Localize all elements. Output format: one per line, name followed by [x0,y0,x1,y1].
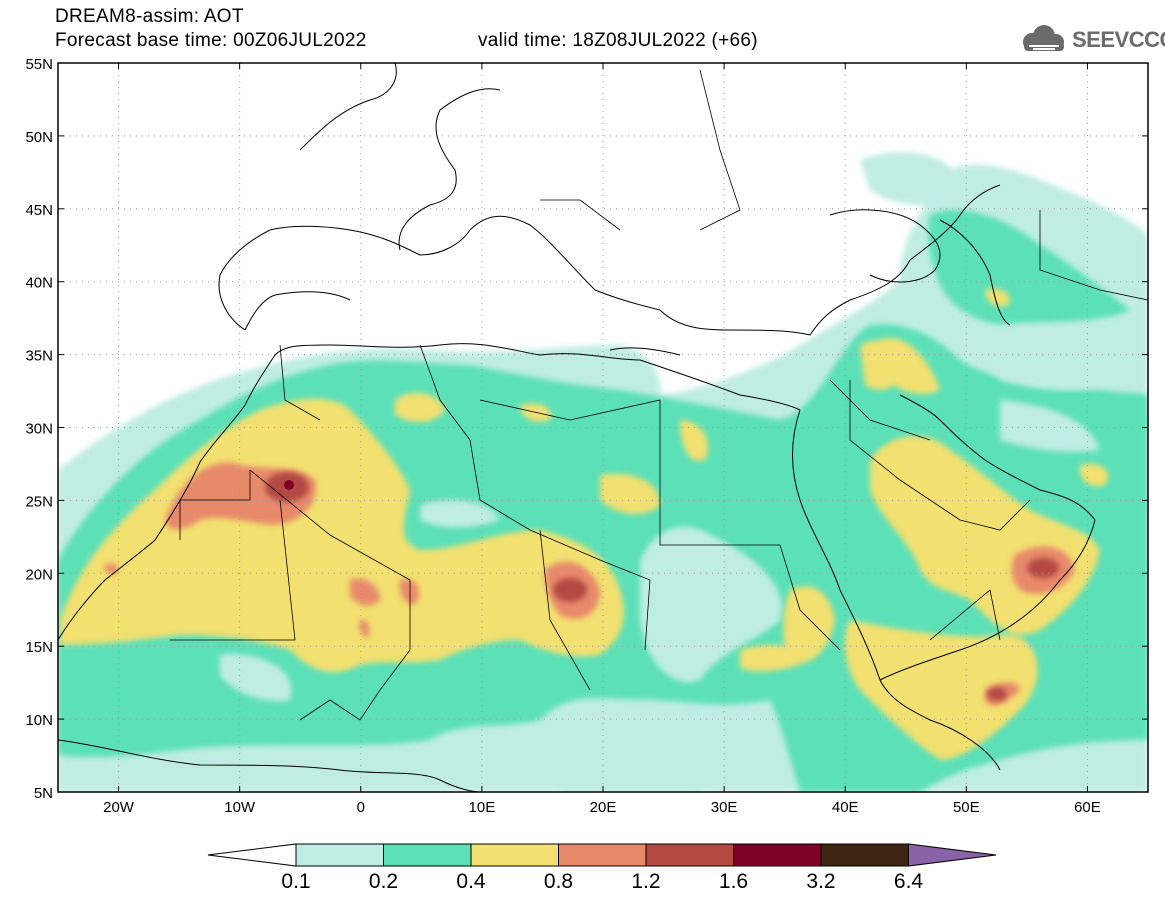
coastlines [58,63,1096,792]
colorbar-segment [733,843,822,867]
colorbar-label: 1.6 [719,870,748,893]
forecast-base-time: Forecast base time: 00Z06JUL2022 [55,30,367,51]
lon-label: 40E [832,799,859,816]
lon-label: 0 [357,799,365,816]
lat-label: 20N [25,566,53,583]
country-borders [170,69,1148,721]
colorbar-arrow-left [207,843,297,867]
aot-level-0.4 [60,288,1109,760]
colorbar-segment [558,843,647,867]
lon-label: 10E [469,799,496,816]
map-title: DREAM8-assim: AOT [55,6,244,27]
lon-label: 60E [1074,799,1101,816]
lat-label: 5N [34,785,53,802]
lat-label: 30N [25,421,53,438]
lon-label: 50E [953,799,980,816]
aot-level-1.6 [284,480,294,490]
seevccc-logo: SEEVCCC [1016,22,1165,58]
colorbar-segment [645,843,734,867]
lat-label: 10N [25,712,53,729]
lat-label: 55N [25,56,53,73]
colorbar-label: 0.1 [281,870,310,893]
lat-label: 40N [25,275,53,292]
lat-label: 35N [25,348,53,365]
aot-field [58,63,1148,792]
colorbar-label: 3.2 [806,870,835,893]
colorbar-segment [383,843,472,867]
colorbar [207,843,997,867]
colorbar-label: 6.4 [894,870,924,893]
lat-label: 25N [25,493,53,510]
cloud-icon [1023,25,1064,51]
longitude-labels: 20W 10W 0 10E 20E 30E 40E 50E 60E [103,799,1101,816]
colorbar-label: 0.2 [369,870,398,893]
lon-label: 30E [711,799,738,816]
colorbar-segment [820,843,909,867]
lat-label: 45N [25,202,53,219]
axis-ticks [58,62,1148,793]
lon-label: 20W [103,799,135,816]
colorbar-segment [295,843,384,867]
lon-label: 20E [590,799,617,816]
valid-time: valid time: 18Z08JUL2022 (+66) [478,30,758,51]
colorbar-label: 1.2 [631,870,660,893]
logo-text: SEEVCCC [1072,27,1165,52]
lat-label: 15N [25,639,53,656]
lon-label: 10W [224,799,256,816]
colorbar-label: 0.4 [456,870,486,893]
aot-level-0.1-pockets [220,329,1100,792]
colorbar-arrow-right [908,843,997,867]
latitude-labels: 55N 50N 45N 40N 35N 30N 25N 20N 15N 10N 5N [25,56,53,802]
colorbar-label: 0.8 [544,870,573,893]
colorbar-labels: 0.1 0.2 0.4 0.8 1.2 1.6 3.2 6.4 [281,870,923,893]
lat-label: 50N [25,129,53,146]
colorbar-segment [470,843,559,867]
